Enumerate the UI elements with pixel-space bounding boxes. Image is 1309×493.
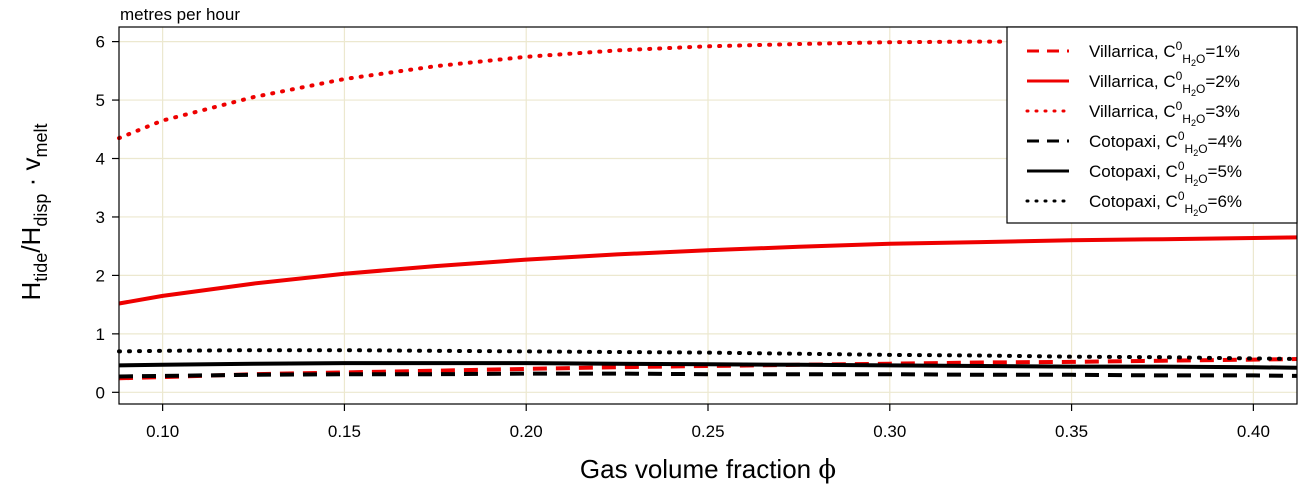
x-axis: 0.10 0.15 0.20 0.25 0.30 0.35 0.40 <box>146 404 1270 441</box>
series-line-cotopaxi-5 <box>118 361 1298 370</box>
y-axis-title: Htide/Hdisp · vmelt <box>16 124 51 301</box>
x-tick-label: 0.35 <box>1055 422 1088 441</box>
series-line-cotopaxi-6 <box>117 348 1299 361</box>
x-tick-label: 0.30 <box>873 422 906 441</box>
legend-entry-label: Cotopaxi, C0H2O=4% <box>1089 129 1242 158</box>
series-line-villarrica-2 <box>118 235 1298 306</box>
phi-symbol: ϕ <box>818 455 836 485</box>
x-tick-label: 0.20 <box>510 422 543 441</box>
y-tick-label: 6 <box>96 33 105 52</box>
y-tick-label: 2 <box>96 266 105 285</box>
series-line-villarrica-3 <box>117 39 1299 141</box>
legend-entry-label: Cotopaxi, C0H2O=5% <box>1089 159 1242 188</box>
legend: Villarrica, C0H2O=1%Villarrica, C0H2O=2%… <box>1006 26 1298 224</box>
x-axis-title: Gas volume fraction ϕ <box>580 454 836 485</box>
y-axis: 0 1 2 3 4 5 6 <box>96 33 119 402</box>
y-tick-label: 5 <box>96 91 105 110</box>
y-tick-label: 4 <box>96 150 105 169</box>
legend-entry-label: Villarrica, C0H2O=3% <box>1089 99 1240 128</box>
legend-entry-label: Villarrica, C0H2O=2% <box>1089 69 1240 98</box>
x-tick-label: 0.25 <box>691 422 724 441</box>
y-tick-label: 1 <box>96 325 105 344</box>
series-line-cotopaxi-4 <box>118 371 1298 379</box>
x-tick-label: 0.40 <box>1237 422 1270 441</box>
legend-box <box>1006 26 1298 224</box>
legend-entry-label: Cotopaxi, C0H2O=6% <box>1089 189 1242 218</box>
unit-label: metres per hour <box>120 5 240 24</box>
legend-entry-label: Villarrica, C0H2O=1% <box>1089 39 1240 68</box>
y-tick-label: 3 <box>96 208 105 227</box>
series-layer <box>117 39 1299 381</box>
y-tick-label: 0 <box>96 383 105 402</box>
x-tick-label: 0.15 <box>328 422 361 441</box>
x-tick-label: 0.10 <box>146 422 179 441</box>
